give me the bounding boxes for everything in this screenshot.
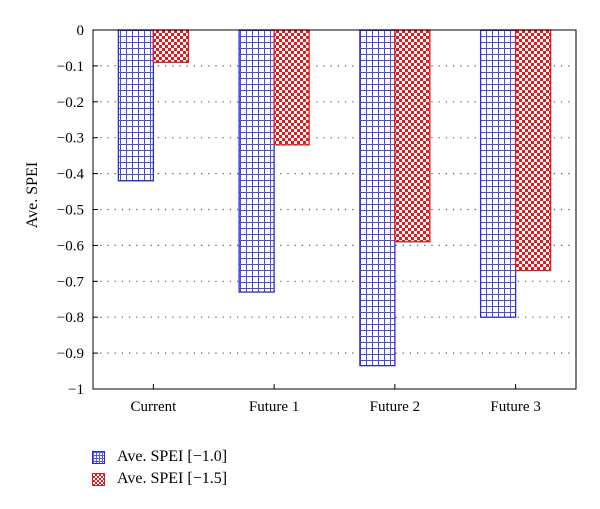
x-tick-label: Future 3 [490, 399, 540, 415]
y-tick-label: 0 [77, 23, 85, 39]
bar-series-1-future-1 [238, 29, 275, 293]
y-tick-label: −1 [68, 382, 84, 398]
y-tick-label: −0.2 [57, 95, 84, 111]
y-tick-label: −0.3 [57, 131, 84, 147]
y-axis-ticks: 0 −0.1 −0.2 −0.3 −0.4 −0.5 −0.6 −0.7 −0.8 −0.9 −1 [57, 23, 98, 398]
y-axis-title: Ave. SPEI [24, 162, 41, 228]
y-tick-label: −0.5 [57, 203, 84, 219]
legend-item-series-2: Ave. SPEI [−1.5] [92, 468, 227, 490]
y-tick-label: −0.9 [57, 346, 84, 362]
y-tick-label: −0.7 [57, 274, 85, 290]
y-tick-label: −0.4 [57, 167, 85, 183]
legend-label-series-1: Ave. SPEI [−1.0] [117, 448, 228, 465]
bar-series-2-future-1 [273, 29, 310, 146]
bar-chart: 0−0.1−0.2−0.3−0.4−0.5−0.6−0.7−0.8−0.9−1 … [24, 23, 577, 415]
x-tick-label: Future 2 [370, 399, 420, 415]
bars [117, 29, 552, 367]
bar-series-2-future-3 [514, 29, 552, 272]
legend-item-series-1: Ave. SPEI [−1.0] [92, 446, 227, 468]
legend-label-series-2: Ave. SPEI [−1.5] [117, 470, 228, 487]
y-tick-label: −0.6 [57, 238, 85, 254]
legend: Ave. SPEI [−1.0] Ave. SPEI [−1.5] [92, 446, 227, 490]
bar-series-2-future-2 [394, 29, 431, 243]
x-axis-ticks: Current Future 1 Future 2 Future 3 [130, 384, 541, 415]
legend-swatch-series-1 [92, 450, 105, 464]
bar-series-1-current [117, 29, 155, 182]
y-tick-label: −0.8 [57, 310, 84, 326]
bar-series-1-future-2 [359, 29, 396, 367]
bar-series-1-future-3 [479, 29, 517, 318]
x-tick-label: Future 1 [249, 399, 299, 415]
bar-series-2-current [152, 29, 190, 63]
y-tick-label: −0.1 [57, 59, 84, 75]
x-tick-label: Current [130, 399, 177, 415]
legend-swatch-series-2 [92, 472, 105, 486]
